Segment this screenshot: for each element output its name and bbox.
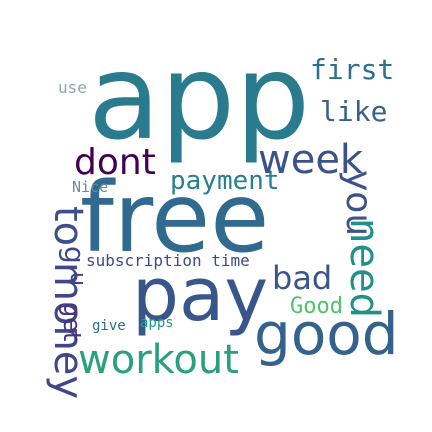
word-to: to (45, 206, 91, 247)
word-payment: payment (170, 166, 280, 196)
word-week: week (258, 137, 364, 183)
word-good: good (254, 300, 399, 368)
word-good-small: Good (290, 294, 343, 319)
word-subscription-time: subscription time (86, 251, 250, 270)
word-u: u (65, 272, 90, 286)
word-free: free (80, 162, 270, 274)
word-pay: pay (132, 252, 269, 338)
word-get: get (58, 302, 86, 342)
word-first: first (310, 53, 395, 86)
word-give: give (92, 318, 126, 334)
word-bad: bad (272, 259, 333, 297)
word-dont: dont (74, 142, 156, 183)
word-apps: apps (140, 315, 174, 331)
word-g: g (58, 246, 91, 264)
word-nice: Nice (72, 178, 109, 196)
word-use: use (58, 78, 87, 97)
word-workout: workout (78, 337, 239, 383)
word-app: app (88, 28, 311, 166)
word-like: like (320, 95, 388, 128)
